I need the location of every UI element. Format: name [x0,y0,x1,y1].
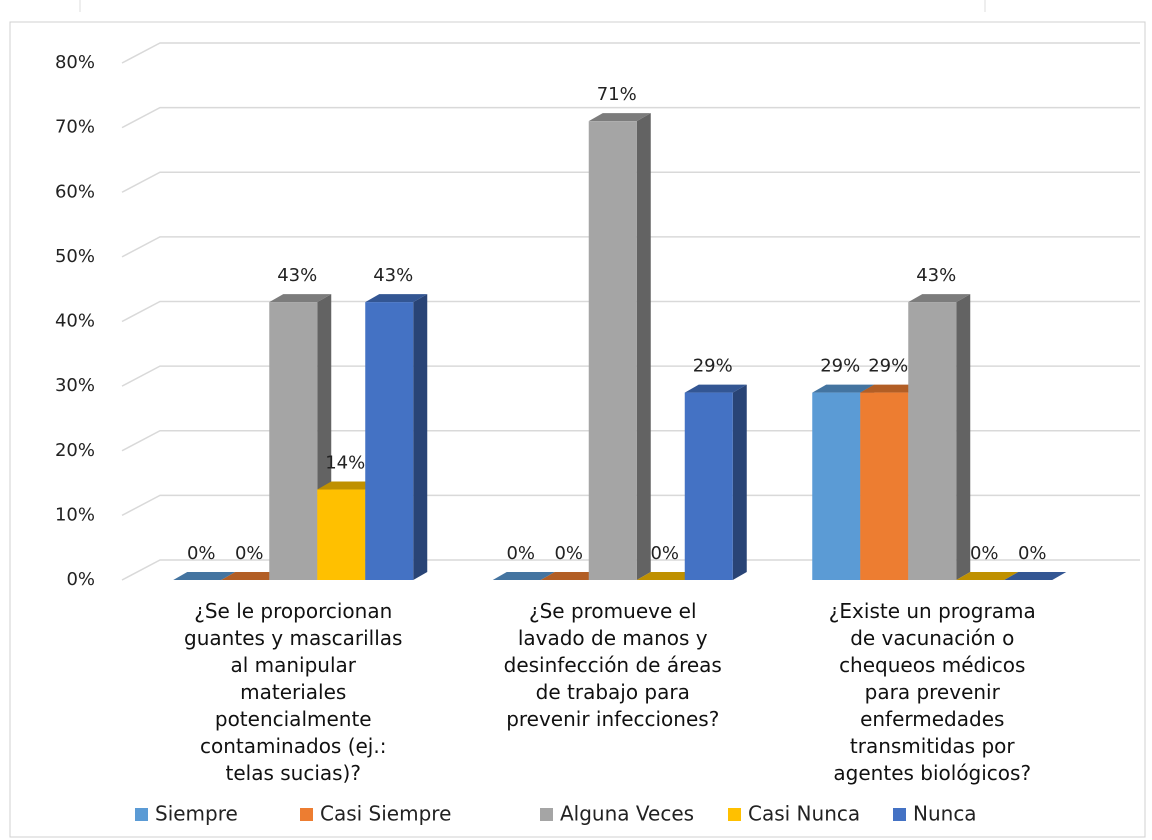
bar-top [636,572,699,580]
legend-label: Casi Siempre [320,802,451,826]
bar-top [540,572,603,580]
bar [684,384,747,580]
bar [908,294,971,580]
data-label: 43% [916,265,956,286]
data-label: 0% [970,543,999,564]
bar-top [173,572,236,580]
data-label: 0% [187,543,216,564]
grid-line [121,236,1140,258]
legend-swatch [135,808,148,821]
bar [365,294,428,580]
bar [540,572,603,580]
data-label: 29% [693,356,733,377]
legend-swatch [893,808,906,821]
bar-side [413,294,428,580]
chart-frame [9,21,1146,838]
data-label: 43% [373,265,413,286]
data-label: 0% [235,543,264,564]
bar-front [684,392,733,580]
bar-front [860,392,909,580]
y-tick-label: 0% [66,569,95,590]
bar-top [221,572,284,580]
grid-line [121,300,1140,323]
bar-top [588,113,651,122]
bar-front [317,489,366,580]
y-tick-label: 50% [55,246,95,267]
grid-line [121,106,1140,129]
legend-label: Nunca [913,802,977,826]
legend-swatch [728,808,741,821]
bar-top [860,384,923,393]
x-tick-label: ¿Se le proporcionan guantes y mascarilla… [184,599,403,785]
bar [173,572,236,580]
data-label: 14% [325,453,365,474]
y-tick-label: 60% [55,181,95,202]
grid-line [121,171,1140,193]
bar-top [492,572,555,580]
data-label: 71% [597,84,637,105]
bar [492,572,555,580]
bar-front [812,392,861,580]
data-label: 0% [554,543,583,564]
bar-top [365,294,428,303]
y-tick-label: 80% [55,52,95,73]
y-tick-label: 70% [55,117,95,138]
legend-swatch [540,808,553,821]
bar [636,572,699,580]
y-tick-label: 30% [55,375,95,396]
data-label: 0% [1018,543,1047,564]
legend-swatch [300,808,313,821]
data-label: 0% [650,543,679,564]
bar-side [636,113,651,580]
x-tick-label: ¿Existe un programa de vacunación o cheq… [828,599,1036,785]
bar-front [269,302,318,580]
legend-label: Alguna Veces [560,802,694,826]
grid-line [121,42,1140,64]
data-label: 29% [868,356,908,377]
bar-side [956,294,971,580]
legend-label: Siempre [155,802,238,826]
bar-top [1004,572,1067,580]
bar-front [588,121,637,580]
y-tick-label: 10% [55,504,95,525]
x-tick-label: ¿Se promueve el lavado de manos y desinf… [503,599,722,731]
data-label: 29% [820,356,860,377]
y-tick-label: 20% [55,440,95,461]
bar [1004,572,1067,580]
bar-top [269,294,332,303]
bar-front [365,302,414,580]
grid-line [121,365,1140,387]
legend-label: Casi Nunca [748,802,860,826]
bar [588,113,651,580]
bar-top [956,572,1019,580]
bar-top [812,384,875,393]
data-label: 43% [277,265,317,286]
bar-side [732,384,747,580]
bar-top [317,481,380,490]
bar [269,294,332,580]
bar [221,572,284,580]
bar [956,572,1019,580]
data-label: 0% [506,543,535,564]
bar-front [908,302,957,580]
bar-top [684,384,747,393]
y-tick-label: 40% [55,311,95,332]
bar-top [908,294,971,303]
